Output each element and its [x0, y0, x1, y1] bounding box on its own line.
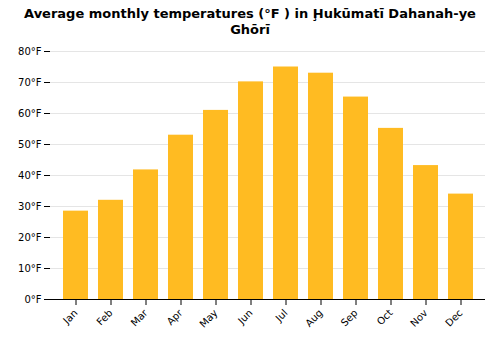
svg-text:10°F: 10°F — [18, 263, 42, 274]
svg-text:Sep: Sep — [339, 307, 360, 328]
svg-text:Aug: Aug — [303, 307, 325, 329]
svg-text:Jul: Jul — [273, 307, 290, 324]
svg-text:30°F: 30°F — [18, 201, 42, 212]
svg-text:May: May — [197, 307, 219, 329]
svg-text:Apr: Apr — [165, 307, 186, 328]
html-text:Average monthly temperatures (: Average monthly temperatures (°F ) in Ḩu… — [24, 6, 476, 37]
svg-text:70°F: 70°F — [18, 77, 42, 88]
svg-text:Jun: Jun — [235, 307, 255, 327]
svg-text:Mar: Mar — [129, 307, 151, 329]
svg-text:0°F: 0°F — [24, 294, 41, 305]
svg-text:80°F: 80°F — [18, 46, 42, 57]
svg-text:Jan: Jan — [60, 307, 79, 326]
svg-text:Nov: Nov — [408, 307, 430, 329]
svg-text:20°F: 20°F — [18, 232, 42, 243]
svg-text:50°F: 50°F — [18, 139, 42, 150]
svg-text:Oct: Oct — [375, 307, 395, 327]
svg-text:60°F: 60°F — [18, 108, 42, 119]
svg-text:40°F: 40°F — [18, 170, 42, 181]
svg-text:Dec: Dec — [443, 307, 464, 328]
svg-text:Feb: Feb — [94, 307, 114, 327]
